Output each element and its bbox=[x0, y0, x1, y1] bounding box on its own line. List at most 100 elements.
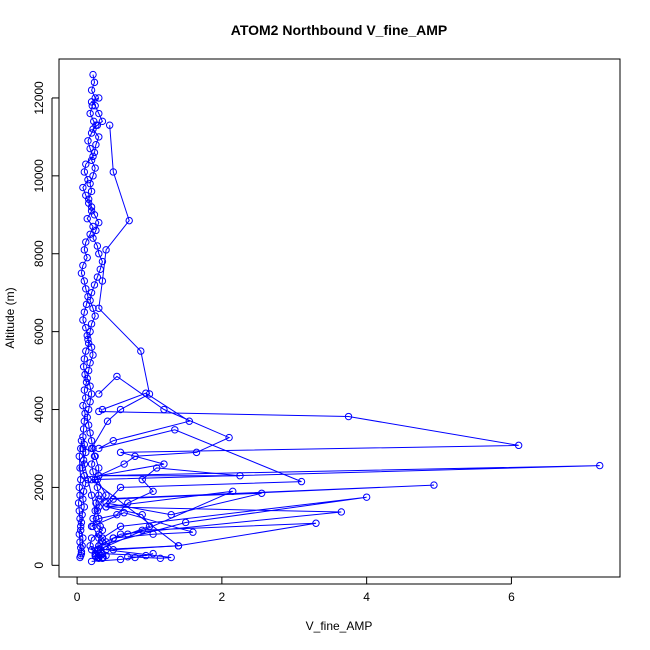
data-point bbox=[95, 133, 103, 141]
y-tick-label: 0 bbox=[32, 562, 46, 569]
data-point bbox=[93, 273, 102, 281]
data-point bbox=[93, 507, 102, 515]
data-point bbox=[79, 425, 88, 433]
data-point bbox=[89, 468, 97, 476]
data-point bbox=[80, 277, 89, 285]
data-point bbox=[87, 156, 96, 164]
data-point bbox=[185, 417, 193, 425]
y-axis: 0 2000 4000 6000 8000 10000 12000 bbox=[32, 81, 59, 569]
data-point bbox=[149, 487, 157, 496]
series-layer bbox=[74, 70, 604, 566]
data-point bbox=[83, 253, 91, 262]
data-point bbox=[149, 549, 157, 558]
data-point bbox=[116, 483, 125, 492]
data-point bbox=[95, 407, 103, 416]
data-point bbox=[95, 514, 103, 523]
data-point bbox=[109, 168, 117, 176]
data-point bbox=[86, 179, 94, 188]
x-tick-label: 6 bbox=[508, 590, 515, 604]
data-point bbox=[86, 144, 94, 153]
data-point bbox=[344, 412, 353, 421]
data-point bbox=[337, 508, 346, 516]
data-point bbox=[93, 242, 102, 250]
data-point bbox=[78, 464, 86, 472]
data-point bbox=[86, 398, 94, 406]
data-point bbox=[84, 335, 92, 344]
data-point bbox=[98, 549, 107, 558]
data-point bbox=[89, 234, 97, 242]
data-point bbox=[75, 530, 83, 538]
x-tick-label: 2 bbox=[219, 590, 226, 604]
data-point bbox=[84, 366, 93, 375]
data-point bbox=[125, 216, 133, 225]
data-point bbox=[95, 542, 103, 550]
data-point bbox=[76, 538, 84, 546]
data-point bbox=[84, 405, 93, 414]
data-point bbox=[95, 472, 103, 480]
data-point bbox=[90, 211, 99, 219]
data-point bbox=[77, 269, 86, 277]
data-point bbox=[160, 405, 168, 414]
data-point bbox=[102, 246, 110, 254]
data-point bbox=[77, 518, 86, 527]
data-point bbox=[80, 460, 89, 468]
data-point bbox=[596, 461, 604, 470]
data-point bbox=[86, 109, 94, 118]
data-point bbox=[95, 464, 103, 472]
data-point bbox=[93, 121, 102, 129]
data-point bbox=[156, 554, 165, 563]
data-point bbox=[91, 312, 99, 320]
data-point bbox=[160, 460, 168, 468]
data-point bbox=[131, 553, 139, 562]
data-point bbox=[92, 140, 100, 149]
y-tick-label: 12000 bbox=[32, 81, 46, 115]
data-point bbox=[89, 172, 97, 180]
data-point bbox=[174, 542, 183, 550]
data-point bbox=[87, 534, 96, 542]
data-point bbox=[80, 386, 89, 394]
y-tick-label: 6000 bbox=[32, 318, 46, 345]
data-point bbox=[95, 109, 103, 118]
data-point bbox=[77, 526, 85, 534]
data-point bbox=[87, 320, 96, 328]
data-point bbox=[236, 472, 244, 480]
data-point bbox=[91, 164, 99, 172]
data-point bbox=[86, 296, 94, 305]
data-point bbox=[189, 528, 197, 536]
data-point bbox=[87, 86, 96, 94]
data-point bbox=[87, 491, 96, 499]
data-point bbox=[116, 555, 125, 564]
data-point bbox=[116, 405, 125, 414]
data-point bbox=[82, 285, 90, 293]
data-point bbox=[87, 460, 96, 468]
data-point bbox=[362, 493, 371, 501]
series-line bbox=[89, 125, 151, 558]
data-point bbox=[89, 125, 97, 133]
series-2 bbox=[86, 121, 154, 562]
data-point bbox=[102, 538, 110, 546]
data-point bbox=[80, 355, 89, 363]
data-point bbox=[79, 433, 87, 441]
data-point bbox=[109, 546, 117, 554]
data-point bbox=[514, 441, 523, 450]
data-point bbox=[79, 456, 88, 464]
data-point bbox=[87, 444, 96, 453]
data-point bbox=[79, 183, 87, 192]
data-point bbox=[95, 444, 103, 453]
x-axis: 0 2 4 6 bbox=[74, 577, 515, 604]
data-point bbox=[109, 534, 117, 542]
data-point bbox=[86, 542, 94, 550]
x-tick-label: 4 bbox=[363, 590, 370, 604]
data-point bbox=[77, 475, 85, 484]
data-point bbox=[80, 246, 89, 254]
data-point bbox=[76, 464, 84, 472]
data-point bbox=[95, 390, 103, 398]
data-point bbox=[79, 316, 87, 324]
data-point bbox=[83, 374, 91, 383]
data-point bbox=[171, 426, 179, 434]
data-point bbox=[109, 436, 117, 445]
data-point bbox=[87, 436, 96, 445]
series-line bbox=[86, 97, 107, 559]
data-point bbox=[77, 522, 85, 531]
data-point bbox=[95, 491, 103, 499]
